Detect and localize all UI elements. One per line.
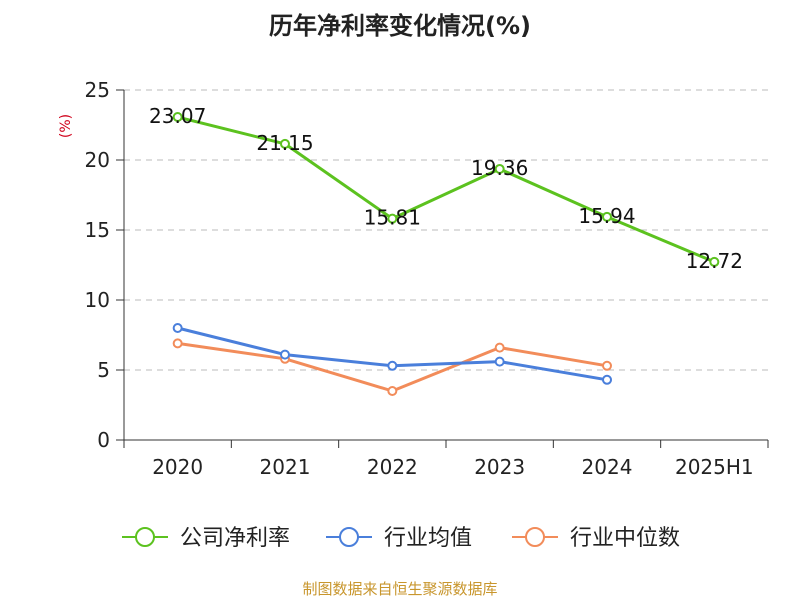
data-label: 21.15 (256, 131, 313, 155)
data-point (602, 374, 612, 385)
grid-lines (124, 89, 768, 371)
data-label: 12.72 (686, 249, 743, 273)
legend-label: 行业中位数 (570, 526, 680, 551)
source-note: 制图数据来自恒生聚源数据库 (302, 580, 497, 598)
y-tick-label: 15 (85, 218, 110, 242)
legend: 公司净利率 行业均值 行业中位数 (122, 526, 680, 551)
x-tick-label: 2021 (260, 455, 311, 479)
y-tick-label: 25 (85, 78, 110, 102)
data-point (280, 349, 290, 360)
data-label: 19.36 (471, 156, 528, 180)
data-point (494, 163, 505, 174)
data-point (280, 138, 290, 149)
data-point (602, 211, 612, 222)
y-tick-label: 20 (85, 148, 110, 172)
x-tick-label: 2022 (367, 455, 418, 479)
data-point (172, 338, 183, 349)
y-tick-labels: 0 5 10 15 20 25 (85, 78, 110, 452)
data-label: 15.94 (578, 204, 635, 228)
y-tick-label: 5 (97, 358, 110, 382)
legend-label: 行业均值 (384, 526, 472, 551)
y-tick-label: 0 (97, 428, 110, 452)
y-axis-label: (%) (58, 114, 74, 138)
data-point (387, 360, 398, 371)
data-point (709, 256, 720, 267)
data-point (494, 342, 505, 353)
data-label: 15.81 (364, 206, 421, 230)
axes (116, 89, 769, 448)
x-tick-label: 2025H1 (675, 455, 754, 479)
series-group: 23.07 21.15 15.81 19.36 15.94 12.72 (149, 104, 743, 396)
data-point (172, 112, 183, 123)
data-point (602, 360, 612, 371)
legend-item: 公司净利率 (122, 526, 290, 551)
legend-marker (525, 527, 545, 547)
x-tick-labels: 2020 2021 2022 2023 2024 2025H1 (152, 455, 753, 479)
data-point (387, 213, 398, 224)
x-tick-label: 2023 (474, 455, 525, 479)
legend-marker (135, 527, 155, 547)
data-point (387, 386, 398, 396)
series-0: 23.07 21.15 15.81 19.36 15.94 12.72 (149, 104, 743, 273)
series-line (177, 115, 715, 264)
series-1 (172, 323, 612, 385)
series-2 (172, 338, 612, 396)
x-tick-label: 2020 (152, 455, 203, 479)
data-label: 23.07 (149, 104, 206, 128)
legend-item: 行业中位数 (512, 526, 680, 551)
legend-label: 公司净利率 (180, 526, 290, 551)
y-tick-label: 10 (85, 288, 110, 312)
x-tick-label: 2024 (582, 455, 633, 479)
data-point (494, 356, 505, 367)
legend-marker (339, 527, 359, 547)
chart-title: 历年净利率变化情况(%) (269, 12, 531, 40)
data-point (172, 323, 183, 333)
legend-item: 行业均值 (326, 526, 472, 551)
